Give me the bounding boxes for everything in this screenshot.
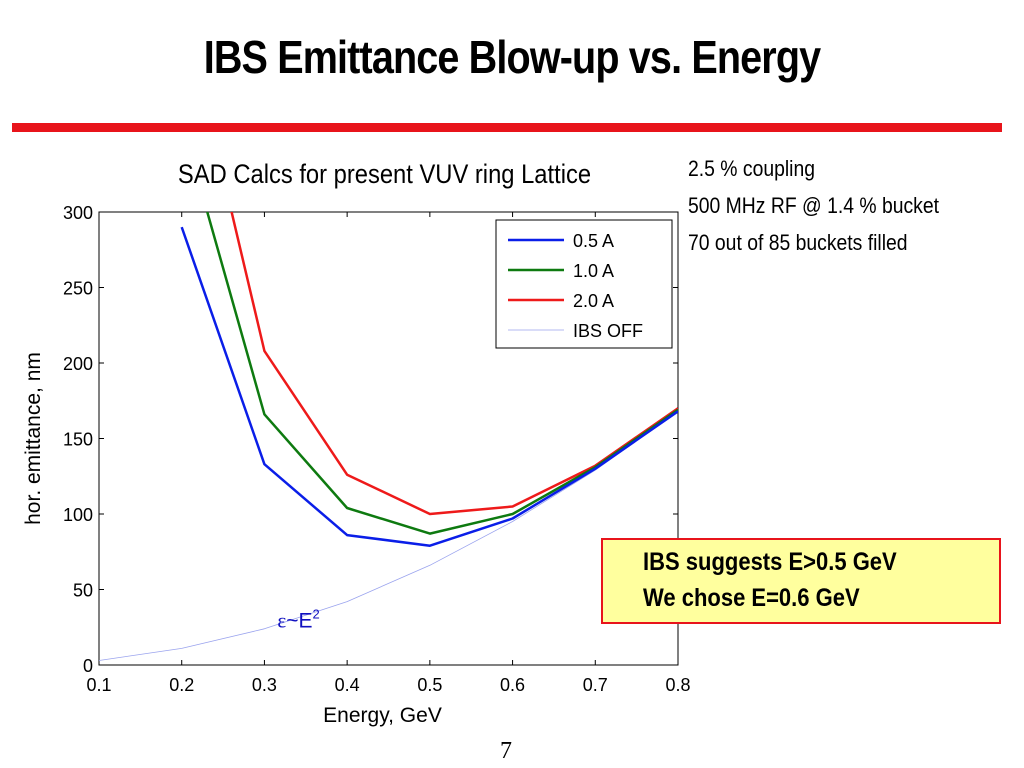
- callout-line-1: IBS suggests E>0.5 GeV: [643, 548, 897, 576]
- y-tick-label: 100: [63, 505, 93, 525]
- x-tick-label: 0.6: [500, 675, 525, 695]
- note-buckets-filled: 70 out of 85 buckets filled: [688, 230, 908, 255]
- chart-title: SAD Calcs for present VUV ring Lattice: [178, 160, 591, 190]
- callout-line-2: We chose E=0.6 GeV: [643, 584, 860, 612]
- x-tick-label: 0.4: [335, 675, 360, 695]
- title-divider: [12, 123, 1002, 132]
- epsilon-scaling-annotation: ε~E2: [277, 606, 319, 632]
- y-tick-label: 200: [63, 354, 93, 374]
- annotation-epsilon: ε: [277, 608, 286, 632]
- y-tick-label: 0: [83, 656, 93, 676]
- legend-label: 1.0 A: [573, 261, 614, 281]
- note-coupling: 2.5 % coupling: [688, 156, 816, 181]
- series-line-ibs-off: [99, 410, 678, 661]
- x-tick-label: 0.2: [169, 675, 194, 695]
- legend-label: IBS OFF: [573, 321, 643, 341]
- y-tick-label: 250: [63, 279, 93, 299]
- y-axis-label: hor. emittance, nm: [22, 352, 45, 525]
- annotation-exponent: 2: [313, 606, 320, 621]
- slide-title: IBS Emittance Blow-up vs. Energy: [203, 31, 821, 83]
- annotation-power-law: ~E: [286, 609, 312, 632]
- y-tick-label: 300: [63, 203, 93, 223]
- legend-label: 2.0 A: [573, 291, 614, 311]
- x-tick-label: 0.7: [583, 675, 608, 695]
- x-tick-label: 0.5: [417, 675, 442, 695]
- x-tick-label: 0.3: [252, 675, 277, 695]
- x-axis-label: Energy, GeV: [323, 704, 442, 727]
- parameter-notes: 2.5 % coupling 500 MHz RF @ 1.4 % bucket…: [688, 150, 939, 261]
- note-rf-bucket: 500 MHz RF @ 1.4 % bucket: [688, 193, 939, 218]
- series-group: [99, 212, 678, 661]
- legend-label: 0.5 A: [573, 231, 614, 251]
- series-line-0-5-a: [180, 226, 678, 547]
- legend-box: [495, 219, 673, 349]
- x-tick-label: 0.1: [86, 675, 111, 695]
- x-tick-label: 0.8: [665, 675, 690, 695]
- page-number: 7: [500, 738, 512, 764]
- conclusion-callout: IBS suggests E>0.5 GeV We chose E=0.6 Ge…: [601, 538, 1001, 624]
- y-tick-label: 150: [63, 430, 93, 450]
- y-tick-label: 50: [73, 581, 93, 601]
